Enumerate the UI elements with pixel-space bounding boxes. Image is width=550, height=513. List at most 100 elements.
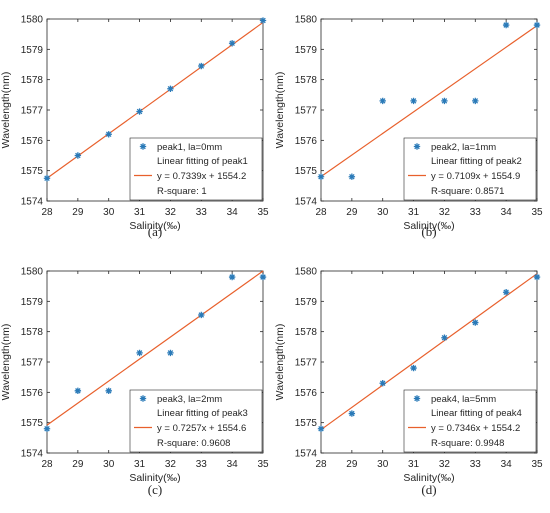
- data-point: [259, 17, 267, 24]
- x-tick-label: 34: [501, 207, 513, 218]
- y-tick-label: 1578: [21, 327, 44, 338]
- y-tick-label: 1578: [295, 327, 318, 338]
- data-point: [198, 311, 205, 319]
- legend-marker-swatch: [413, 143, 421, 150]
- legend-text: Linear fitting of peak4: [431, 408, 522, 419]
- legend-text: y = 0.7346x + 1554.2: [431, 423, 520, 434]
- fit-line: [46, 270, 264, 426]
- y-tick-label: 1579: [295, 297, 318, 308]
- data-point: [472, 97, 479, 105]
- legend-text: R-square: 1: [157, 186, 207, 197]
- fit-line: [320, 273, 538, 431]
- legend-text: peak3, la=2mm: [157, 394, 222, 405]
- y-tick-label: 1575: [295, 418, 318, 429]
- chart-panel-4: 28 29 30 31 32 33 34 35 1574 1575 1576 1577 1578 1579…: [274, 267, 543, 498]
- x-tick-label: 30: [103, 459, 115, 470]
- data-point: [348, 410, 356, 417]
- data-point: [348, 173, 356, 180]
- legend-box: [129, 137, 263, 201]
- legend-text: R-square: 0.9608: [157, 438, 230, 449]
- x-tick-label: 31: [134, 459, 146, 470]
- y-axis-label: Wavelength(nm): [0, 324, 12, 401]
- data-point: [317, 173, 325, 180]
- data-point: [198, 62, 205, 70]
- legend-box: [403, 137, 537, 201]
- data-point: [533, 273, 541, 281]
- y-axis-label: Wavelength(nm): [274, 324, 286, 401]
- x-tick-label: 34: [227, 207, 239, 218]
- data-point: [502, 289, 510, 296]
- x-tick-label: 35: [531, 459, 543, 470]
- data-point: [136, 349, 143, 357]
- legend-marker-swatch: [413, 395, 421, 402]
- data-point: [105, 387, 112, 395]
- x-tick-label: 34: [227, 459, 239, 470]
- y-axis-label: Wavelength(nm): [0, 72, 12, 149]
- y-tick-label: 1574: [295, 449, 318, 460]
- x-tick-label: 35: [531, 207, 543, 218]
- y-tick-label: 1579: [21, 45, 44, 56]
- legend-text: y = 0.7339x + 1554.2: [157, 171, 246, 182]
- data-point: [167, 349, 174, 357]
- legend-marker-swatch: [139, 395, 147, 402]
- x-tick-label: 32: [439, 207, 451, 218]
- panel-caption: (a): [148, 224, 162, 239]
- x-tick-label: 30: [103, 207, 115, 218]
- y-tick-label: 1577: [295, 358, 318, 369]
- y-tick-label: 1576: [295, 388, 318, 399]
- panel-caption: (b): [421, 224, 436, 239]
- x-tick-label: 28: [315, 207, 327, 218]
- y-tick-label: 1580: [295, 15, 318, 26]
- x-tick-label: 32: [165, 459, 177, 470]
- data-point: [259, 273, 267, 281]
- data-point: [105, 131, 112, 138]
- data-point: [228, 273, 236, 281]
- y-tick-label: 1579: [295, 45, 318, 56]
- x-tick-label: 31: [408, 459, 420, 470]
- y-tick-label: 1576: [21, 136, 44, 147]
- x-tick-label: 34: [501, 459, 513, 470]
- x-tick-label: 29: [72, 207, 84, 218]
- data-point: [533, 21, 541, 29]
- y-tick-label: 1575: [295, 166, 318, 177]
- y-tick-label: 1578: [295, 75, 318, 86]
- legend-text: peak2, la=1mm: [431, 142, 496, 153]
- legend-text: Linear fitting of peak3: [157, 408, 248, 419]
- legend-text: Linear fitting of peak2: [431, 156, 522, 167]
- legend-box: [403, 389, 537, 453]
- data-point: [441, 334, 448, 341]
- x-tick-label: 29: [72, 459, 84, 470]
- data-point: [410, 97, 417, 105]
- y-tick-label: 1576: [295, 136, 318, 147]
- x-tick-label: 29: [346, 207, 358, 218]
- data-point: [74, 387, 82, 395]
- panel-caption: (c): [148, 482, 162, 497]
- x-axis-label: Salinity(‰): [403, 220, 454, 232]
- data-point: [136, 108, 143, 115]
- data-point: [379, 380, 386, 387]
- chart-panel-2: 28 29 30 31 32 33 34 35 1574 1575 1576 1577 1578 1579…: [274, 15, 543, 240]
- legend-text: R-square: 0.9948: [431, 438, 504, 449]
- y-tick-label: 1577: [295, 106, 318, 117]
- data-point: [228, 40, 236, 47]
- legend-text: peak1, la=0mm: [157, 142, 222, 153]
- y-tick-label: 1575: [21, 166, 44, 177]
- x-tick-label: 33: [196, 459, 208, 470]
- y-tick-label: 1580: [295, 267, 318, 278]
- y-tick-label: 1580: [21, 267, 44, 278]
- y-tick-label: 1574: [295, 197, 318, 208]
- x-tick-label: 28: [315, 459, 327, 470]
- x-tick-label: 30: [377, 459, 389, 470]
- fit-line: [320, 25, 538, 178]
- y-tick-label: 1577: [21, 106, 44, 117]
- y-tick-label: 1578: [21, 75, 44, 86]
- y-tick-label: 1577: [21, 358, 44, 369]
- data-point: [441, 97, 448, 105]
- chart-panel-1: 28 29 30 31 32 33 34 35 1574 1575 1576 1577 1578 1579…: [0, 15, 269, 240]
- y-tick-label: 1576: [21, 388, 44, 399]
- y-tick-label: 1574: [21, 449, 44, 460]
- x-tick-label: 35: [257, 459, 269, 470]
- legend-text: R-square: 0.8571: [431, 186, 504, 197]
- x-tick-label: 28: [41, 207, 53, 218]
- fit-line: [46, 21, 264, 179]
